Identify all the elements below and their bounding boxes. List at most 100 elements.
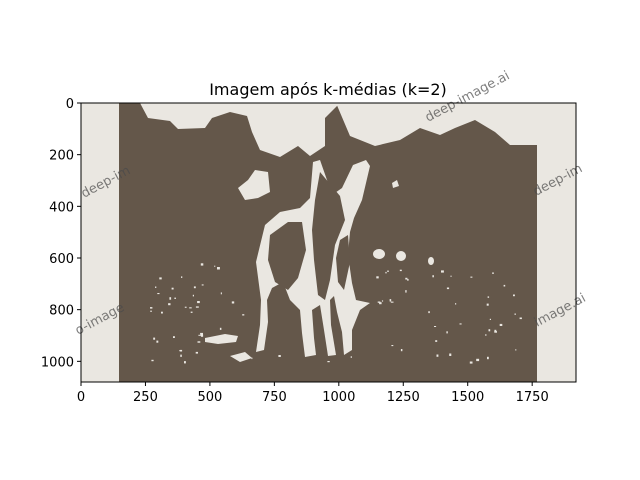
speck (184, 361, 186, 364)
speck (251, 357, 253, 360)
axes-frame (80, 102, 577, 383)
speck (200, 332, 203, 335)
y-tick-label: 1000 (41, 355, 74, 370)
speck (219, 327, 222, 330)
speck (179, 350, 181, 352)
speck (450, 275, 452, 277)
plot-area: deep-im deep-image.ai deep-im o-image im… (73, 68, 589, 382)
speck (379, 302, 382, 305)
speck (391, 345, 394, 347)
speck (499, 323, 503, 326)
speck (389, 299, 392, 302)
speck (432, 275, 434, 278)
y-tick-label: 0 (66, 97, 74, 112)
speck (476, 358, 480, 362)
y-tick-label: 800 (49, 304, 74, 319)
speck (514, 313, 516, 315)
dog-body-dark (336, 235, 350, 290)
speck (197, 301, 200, 304)
dog-body-dark (312, 172, 345, 300)
speck (179, 349, 183, 352)
chart-title: Imagem após k-médias (k=2) (209, 80, 447, 99)
y-tick-label: 400 (49, 200, 74, 215)
speck (198, 334, 202, 336)
speck (470, 276, 473, 278)
speck (486, 303, 489, 306)
light-patch (238, 170, 270, 200)
speck (157, 293, 160, 295)
speck (485, 334, 487, 336)
speck (503, 284, 506, 287)
speck (180, 354, 182, 357)
speck (159, 277, 162, 280)
x-tick-label: 250 (133, 390, 158, 405)
speck (195, 306, 199, 308)
speck (181, 276, 183, 278)
light-patch (428, 257, 434, 265)
speck (492, 272, 494, 274)
light-patch (396, 251, 406, 261)
speck (513, 294, 515, 297)
speck (217, 267, 220, 270)
speck (400, 349, 403, 352)
x-tick-label: 1250 (387, 390, 420, 405)
speck (169, 297, 172, 300)
speck (515, 349, 517, 351)
speck (494, 329, 497, 333)
speck (153, 337, 156, 340)
speck (385, 271, 387, 274)
speck (173, 336, 175, 338)
speck (350, 356, 352, 358)
speck (488, 329, 491, 332)
speck (455, 303, 457, 305)
speck (441, 270, 444, 273)
speck (381, 300, 384, 302)
speck (151, 359, 154, 362)
speck (459, 323, 462, 325)
speck (189, 307, 192, 309)
speck (399, 269, 402, 272)
x-tick-label: 750 (262, 390, 287, 405)
light-patch (205, 334, 238, 344)
speck (405, 290, 407, 293)
speck (519, 317, 522, 320)
speck (150, 307, 153, 309)
y-tick-label: 600 (49, 252, 74, 267)
y-axis: 0 200 400 600 800 1000 (41, 97, 81, 370)
light-patch (373, 249, 385, 259)
speck (195, 351, 198, 354)
speck (214, 341, 217, 344)
speck (494, 331, 497, 333)
speck (156, 340, 159, 343)
speck (200, 334, 204, 337)
speck (171, 287, 174, 290)
speck (220, 292, 222, 295)
speck (327, 361, 330, 363)
y-tick-label: 200 (49, 149, 74, 164)
speck (241, 356, 243, 359)
x-tick-label: 1000 (322, 390, 355, 405)
speck (446, 287, 450, 290)
speck (435, 340, 438, 342)
speck (376, 276, 379, 279)
x-axis: 0 250 500 750 1000 1250 1500 1750 (77, 382, 549, 405)
speck (184, 306, 187, 308)
speck (208, 339, 211, 341)
speck (242, 314, 245, 316)
speck (449, 353, 452, 356)
x-tick-label: 0 (77, 390, 85, 405)
speck (197, 341, 201, 343)
ground-speckle (150, 263, 522, 364)
speck (377, 301, 381, 303)
speck (193, 286, 196, 289)
light-patch (230, 352, 252, 362)
speck (489, 318, 491, 320)
speck (231, 301, 235, 304)
speck (214, 265, 216, 267)
speck (174, 297, 176, 299)
speck (446, 331, 448, 334)
speck (192, 294, 194, 297)
x-tick-label: 500 (197, 390, 222, 405)
speck (390, 301, 394, 303)
